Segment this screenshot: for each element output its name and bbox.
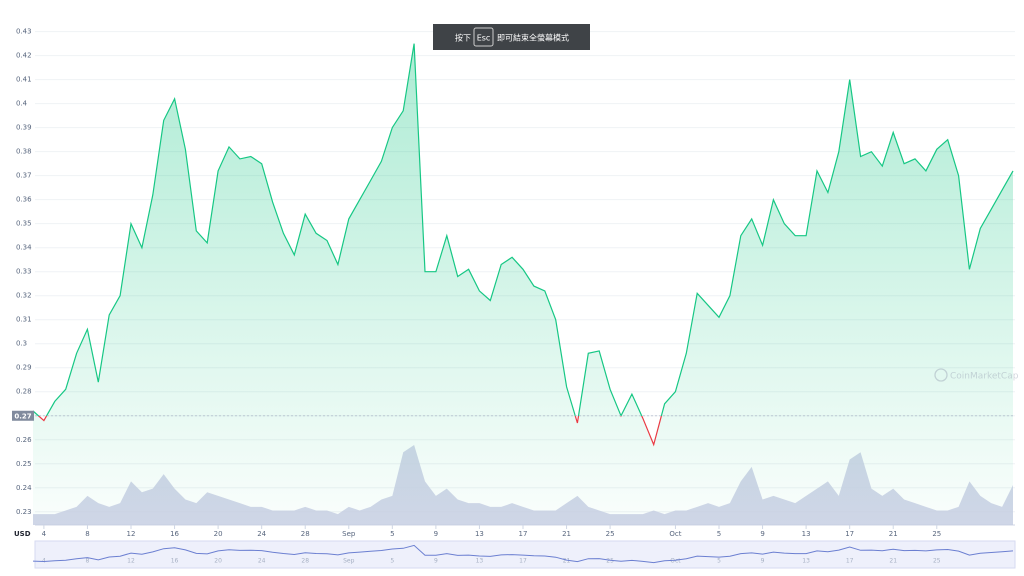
x-tick-label: 8 [85, 530, 89, 538]
navigator-tick-label: 8 [86, 558, 90, 565]
navigator-tick-label: 25 [606, 558, 614, 565]
y-tick-label: 0.36 [16, 196, 32, 204]
y-tick-label: 0.38 [16, 148, 32, 156]
x-tick-label: 28 [301, 530, 310, 538]
plot: 0.27 [12, 43, 1015, 525]
banner-bg [433, 24, 590, 50]
navigator-tick-label: 9 [434, 558, 438, 565]
navigator: 4 8 12 16 20 24 28 Sep 5 9 13 17 21 25 Oct 5 9 13 17 21 25 [32, 540, 1016, 569]
x-tick-label: 4 [42, 530, 47, 538]
navigator-tick-label: 21 [889, 558, 897, 565]
y-tick-label: 0.34 [16, 244, 32, 252]
x-tick-label: 25 [606, 530, 615, 538]
x-tick-label: 13 [475, 530, 484, 538]
y-tick-label: 0.35 [16, 220, 32, 228]
banner-text: 按下 [455, 33, 471, 43]
navigator-tick-label: 13 [476, 558, 484, 565]
key-frame [473, 27, 494, 47]
x-tick-label: 5 [390, 530, 394, 538]
y-tick-label: 0.33 [16, 268, 32, 276]
y-tick-label: 0.23 [16, 508, 32, 516]
y-tick-label: 0.42 [16, 52, 32, 60]
y-tick-label: 0.28 [16, 388, 32, 396]
x-tick-label: 21 [889, 530, 898, 538]
x-tick-label: 21 [562, 530, 571, 538]
navigator-tick-label: 17 [519, 558, 527, 565]
x-tick-label: 20 [214, 530, 223, 538]
navigator-tick-label: 17 [846, 558, 854, 565]
y-tick-label: 0.37 [16, 172, 32, 180]
y-tick-label: 0.31 [16, 316, 32, 324]
navigator-tick-label: 16 [171, 558, 179, 565]
y-tick-label: 0.3 [16, 340, 27, 348]
x-tick-label: 9 [434, 530, 438, 538]
watermark: CoinMarketCap [934, 368, 1019, 382]
navigator-tick-label: 28 [301, 558, 309, 565]
navigator-tick-label: 5 [717, 558, 721, 565]
x-tick-label: Oct [669, 530, 681, 538]
y-tick-label: 0.41 [16, 76, 32, 84]
navigator-tick-label: 25 [933, 558, 941, 565]
x-tick-label: 17 [845, 530, 854, 538]
y-tick-label: 0.39 [16, 124, 32, 132]
x-tick-label: 12 [127, 530, 136, 538]
navigator-tick-label: 24 [258, 558, 266, 565]
x-tick-label: 9 [760, 530, 764, 538]
navigator-tick-label: Sep [343, 558, 355, 565]
y-tick-label: 0.25 [16, 460, 32, 468]
navigator-tick-label: 20 [214, 558, 222, 565]
navigator-tick-label: 5 [390, 558, 394, 565]
navigator-tick-label: 12 [127, 558, 135, 565]
navigator-line [32, 544, 1014, 564]
y-tick-label: 0.43 [16, 28, 32, 36]
banner-text: 即可結束全螢幕模式 [497, 33, 569, 43]
x-tick-label: 16 [170, 530, 179, 538]
currency: USD [14, 530, 31, 538]
y-tick-label: 0.4 [16, 100, 28, 108]
x-tick-label: 5 [717, 530, 721, 538]
x-tick-label: 13 [802, 530, 811, 538]
x-tick-label: 24 [257, 530, 266, 538]
price-marker-label: 0.27 [14, 412, 31, 420]
price-area [33, 43, 1013, 525]
fullscreen-banner: 按下 Esc 即可結束全螢幕模式 [433, 24, 590, 50]
y-tick-label: 0.29 [16, 364, 32, 372]
price-line [32, 43, 1014, 447]
watermark-logo [934, 368, 948, 382]
navigator-tick-label: 13 [802, 558, 810, 565]
x-tick-label: 25 [932, 530, 941, 538]
y-tick-label: 0.24 [16, 484, 32, 492]
navigator-tick-label: Oct [670, 558, 681, 565]
watermark-text: CoinMarketCap [950, 372, 1019, 382]
x-tick-label: Sep [342, 530, 356, 538]
navigator-tick-label: 21 [563, 558, 571, 565]
price-marker-box [12, 410, 34, 421]
banner-key: Esc [477, 34, 491, 43]
x-tick-label: 17 [519, 530, 528, 538]
navigator-tick-label: 9 [761, 558, 765, 565]
navigator-frame [34, 540, 1016, 569]
y-tick-label: 0.32 [16, 292, 32, 300]
y-tick-label: 0.26 [16, 436, 32, 444]
